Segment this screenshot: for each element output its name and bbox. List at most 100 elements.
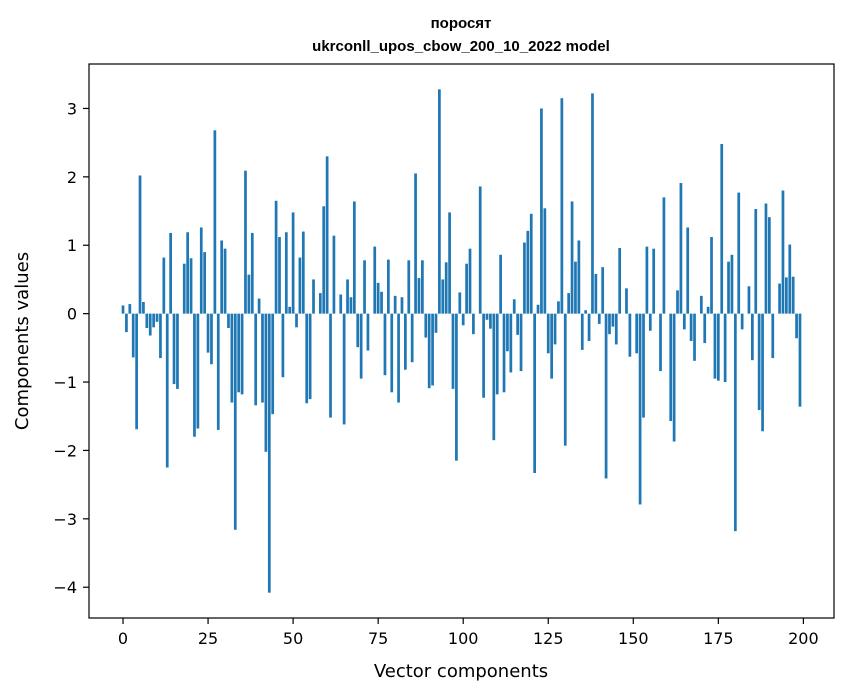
bar-component-198 xyxy=(795,313,798,339)
bar-component-64 xyxy=(339,294,343,314)
y-tick-label: −3 xyxy=(53,510,77,529)
bar-component-16 xyxy=(176,313,179,389)
bar-component-76 xyxy=(380,291,383,314)
bar-component-30 xyxy=(223,248,227,314)
bar-component-152 xyxy=(638,313,642,505)
plot-frame xyxy=(88,63,835,619)
bar-component-53 xyxy=(301,231,305,314)
bar-component-81 xyxy=(397,313,400,403)
chart-title-line-1: поросят xyxy=(431,15,492,32)
bar-component-90 xyxy=(427,313,431,389)
x-tick-label: 150 xyxy=(618,629,649,648)
x-tick-label: 0 xyxy=(118,629,128,648)
bar-component-46 xyxy=(278,237,281,314)
bar-component-54 xyxy=(305,313,309,404)
bar-component-189 xyxy=(764,203,768,314)
x-tick-label: 200 xyxy=(788,629,819,648)
bar-component-92 xyxy=(434,313,438,333)
bar-component-180 xyxy=(733,313,737,532)
bar-component-143 xyxy=(608,313,611,335)
bar-component-148 xyxy=(625,288,628,314)
bar-component-108 xyxy=(489,313,492,329)
bar-component-126 xyxy=(550,313,554,379)
x-tick-label: 175 xyxy=(703,629,734,648)
bar-component-52 xyxy=(298,257,302,314)
bar-component-80 xyxy=(393,295,397,314)
x-tick-label: 100 xyxy=(448,629,479,648)
bar-component-22 xyxy=(196,313,200,429)
bar-component-117 xyxy=(519,313,523,372)
bar-component-144 xyxy=(611,313,615,327)
bar-component-199 xyxy=(798,313,802,407)
bar-component-102 xyxy=(468,248,472,314)
bar-component-45 xyxy=(274,200,278,314)
bar-component-103 xyxy=(472,313,475,335)
bar-component-39 xyxy=(254,313,258,406)
bar-component-146 xyxy=(618,247,622,314)
bar-component-85 xyxy=(410,313,414,363)
bar-component-100 xyxy=(461,313,465,326)
bar-component-13 xyxy=(165,313,169,468)
bar-component-136 xyxy=(584,310,588,314)
bar-component-66 xyxy=(346,279,349,314)
y-axis-ticks: 3 2 1 0 −1 −2 −3 −4 xyxy=(53,99,89,597)
x-tick-label: 25 xyxy=(198,629,218,648)
x-tick-label: 125 xyxy=(533,629,564,648)
y-axis-label: Components values xyxy=(12,252,33,430)
bar-component-59 xyxy=(322,206,326,314)
bar-component-65 xyxy=(342,313,346,425)
bar-component-18 xyxy=(182,263,186,314)
bar-component-176 xyxy=(720,144,724,314)
bar-component-116 xyxy=(516,313,519,335)
bar-component-132 xyxy=(570,201,574,314)
bar-component-50 xyxy=(291,212,295,314)
bar-component-11 xyxy=(159,313,162,359)
bar-component-196 xyxy=(788,244,792,314)
y-tick-label: 3 xyxy=(67,99,77,118)
bar-component-139 xyxy=(594,273,598,314)
bar-component-15 xyxy=(172,313,176,385)
y-tick-label: 0 xyxy=(67,305,77,324)
bar-component-70 xyxy=(359,313,363,379)
bar-component-29 xyxy=(220,240,224,314)
bar-component-195 xyxy=(785,277,788,314)
bar-component-135 xyxy=(580,313,584,350)
bar-component-153 xyxy=(642,313,645,418)
bar-component-4 xyxy=(135,313,138,430)
bar-component-78 xyxy=(387,259,390,314)
bar-component-190 xyxy=(768,217,771,314)
bar-component-33 xyxy=(233,313,237,530)
bar-component-118 xyxy=(523,242,526,314)
bar-component-164 xyxy=(679,183,683,314)
bar-component-111 xyxy=(499,254,502,314)
bar-component-128 xyxy=(557,301,560,314)
bar-component-12 xyxy=(162,257,166,314)
chart-title-line-2: ukrconll_upos_cbow_200_10_2022 model xyxy=(312,38,610,55)
bar-component-69 xyxy=(356,313,360,348)
bar-component-51 xyxy=(295,313,298,328)
bar-component-130 xyxy=(563,313,567,446)
bar-component-43 xyxy=(267,313,271,593)
bar-component-173 xyxy=(710,237,713,314)
bar-component-175 xyxy=(716,313,720,381)
bar-component-178 xyxy=(727,261,730,314)
bar-component-23 xyxy=(199,227,203,314)
bar-component-7 xyxy=(145,313,149,328)
bar-component-48 xyxy=(284,232,288,314)
bar-component-186 xyxy=(754,209,758,314)
bar-component-194 xyxy=(781,190,785,314)
bar-component-109 xyxy=(492,313,496,441)
bar-component-155 xyxy=(648,313,652,331)
bar-component-182 xyxy=(740,313,744,330)
bar-component-181 xyxy=(737,192,741,314)
bar-component-47 xyxy=(281,313,285,378)
bar-component-110 xyxy=(495,313,499,395)
bar-component-187 xyxy=(757,313,761,411)
bar-component-125 xyxy=(546,313,550,354)
bar-component-141 xyxy=(601,267,605,314)
bar-component-3 xyxy=(131,313,135,358)
bar-component-197 xyxy=(791,276,795,314)
bar-component-122 xyxy=(536,304,540,314)
bar-component-120 xyxy=(529,213,533,314)
bar-component-62 xyxy=(332,235,336,314)
